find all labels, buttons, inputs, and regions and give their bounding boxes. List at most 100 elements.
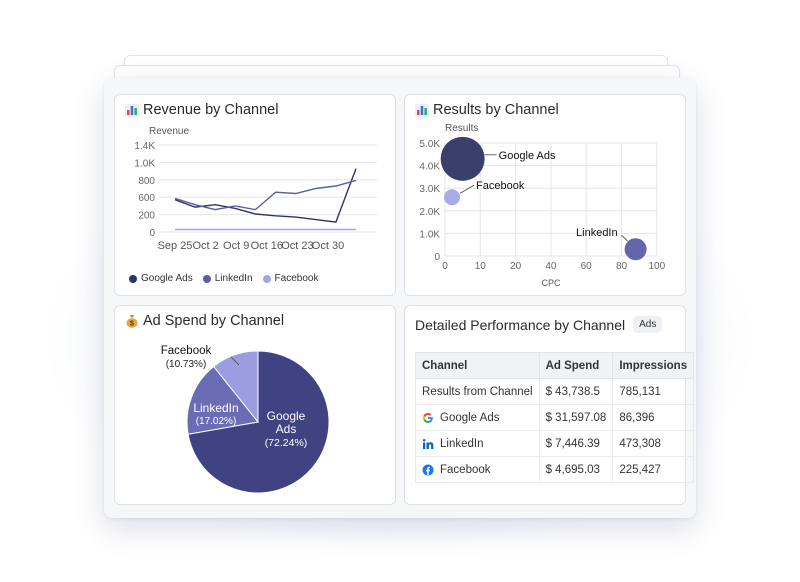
revenue-y-tick: 200 bbox=[138, 211, 155, 222]
revenue-legend: Google Ads LinkedIn Facebook bbox=[129, 273, 318, 284]
revenue-y-title: Revenue bbox=[149, 126, 189, 137]
dashboard-card: Revenue by Channel Revenue 1.4K 1.0K 800 600… bbox=[104, 78, 696, 518]
results-panel: Results by Channel Results 5.0K 4.0K 3.0K 2.… bbox=[404, 94, 686, 296]
results-y-tick: 4.0K bbox=[419, 162, 440, 173]
results-bubble-chart: Results 5.0K 4.0K 3.0K 2.0K 1.0K 00 10 20 40 60 80 1… bbox=[419, 123, 665, 288]
cell-channel-label: LinkedIn bbox=[440, 437, 484, 450]
revenue-series-google-ads bbox=[174, 168, 357, 223]
cell-ad-spend: $ 31,597.08 bbox=[538, 404, 614, 431]
revenue-x-tick: Sep 25 bbox=[158, 240, 193, 252]
results-y-tick: 0 bbox=[434, 252, 440, 263]
pie-pct-facebook: (10.73%) bbox=[166, 359, 207, 370]
bubble-google-ads bbox=[440, 136, 485, 181]
cell-channel: LinkedIn bbox=[415, 430, 540, 457]
legend-dot-facebook bbox=[262, 274, 271, 283]
legend-label-facebook: Facebook bbox=[274, 273, 319, 284]
results-x-tick: 40 bbox=[545, 261, 557, 272]
linkedin-icon bbox=[422, 438, 434, 449]
cell-impressions: 473,308 bbox=[612, 430, 695, 457]
legend-item-google-ads[interactable]: Google Ads bbox=[129, 273, 193, 284]
cell-ad-spend: $ 43,738.5 bbox=[538, 378, 614, 405]
results-x-tick: 60 bbox=[581, 261, 593, 272]
revenue-x-tick: Oct 2 bbox=[192, 240, 218, 252]
results-x-title: CPC bbox=[541, 278, 561, 288]
cell-channel: Google Ads bbox=[415, 404, 540, 431]
header-ad-spend[interactable]: Ad Spend bbox=[538, 352, 614, 379]
bubble-facebook bbox=[444, 189, 461, 206]
pie-pct-linkedin: (17.02%) bbox=[196, 416, 237, 427]
revenue-title-text: Revenue by Channel bbox=[143, 102, 279, 118]
revenue-x-tick: Oct 30 bbox=[312, 240, 344, 252]
results-x-tick: 80 bbox=[616, 261, 628, 272]
bubble-label: LinkedIn bbox=[576, 227, 618, 239]
revenue-y-tick: 1.0K bbox=[134, 158, 155, 169]
revenue-panel: Revenue by Channel Revenue 1.4K 1.0K 800 600… bbox=[114, 94, 396, 296]
bubble-label: Facebook bbox=[476, 180, 525, 192]
pie-slice-facebook bbox=[212, 350, 259, 424]
cell-ad-spend: $ 7,446.39 bbox=[538, 430, 614, 457]
legend-dot-google-ads bbox=[129, 274, 137, 283]
bubble-leader-line bbox=[459, 184, 475, 194]
revenue-x-tick: Oct 16 bbox=[251, 240, 283, 252]
ads-badge[interactable]: Ads bbox=[633, 316, 663, 333]
cell-impressions: 785,131 bbox=[612, 378, 695, 405]
results-x-tick: 20 bbox=[510, 261, 522, 272]
legend-label-google-ads: Google Ads bbox=[141, 273, 193, 284]
pie-leader-line bbox=[230, 356, 240, 366]
revenue-x-tick: Oct 23 bbox=[281, 240, 313, 252]
cell-channel: Results from Channel bbox=[415, 378, 540, 405]
results-x-tick: 0 bbox=[442, 261, 448, 272]
pie-label-linkedin: LinkedIn bbox=[193, 401, 238, 415]
table-header-row: Channel Ad Spend Impressions bbox=[415, 352, 695, 379]
revenue-y-tick: 1.4K bbox=[134, 141, 155, 152]
table-row[interactable]: Facebook $ 4,695.03 225,427 bbox=[415, 456, 695, 483]
cell-channel-label: Facebook bbox=[440, 463, 491, 476]
legend-dot-linkedin bbox=[202, 274, 211, 283]
results-x-tick: 10 bbox=[475, 261, 487, 272]
pie-label-google: Google bbox=[267, 409, 306, 423]
cell-ad-spend: $ 4,695.03 bbox=[538, 456, 614, 483]
header-channel[interactable]: Channel bbox=[415, 352, 540, 379]
cell-impressions: 225,427 bbox=[612, 456, 695, 483]
revenue-y-tick: 800 bbox=[138, 176, 155, 187]
performance-title-text: Detailed Performance by Channel bbox=[415, 316, 626, 333]
results-panel-title: Results by Channel bbox=[415, 102, 559, 118]
facebook-icon bbox=[422, 464, 434, 475]
revenue-y-tick: 0 bbox=[149, 228, 155, 239]
spend-panel-title: $ Ad Spend by Channel bbox=[125, 313, 284, 329]
table-row[interactable]: LinkedIn $ 7,446.39 473,308 bbox=[415, 430, 695, 457]
performance-panel: Detailed Performance by Channel Ads Chan… bbox=[404, 305, 695, 505]
revenue-y-tick: 600 bbox=[138, 193, 155, 204]
table-row[interactable]: Google Ads $ 31,597.08 86,396 bbox=[415, 404, 695, 431]
table-row[interactable]: Results from Channel $ 43,738.5 785,131 bbox=[415, 378, 695, 405]
performance-panel-title: Detailed Performance by Channel Ads bbox=[415, 316, 663, 333]
money-bag-icon: $ bbox=[126, 315, 138, 328]
header-impressions[interactable]: Impressions bbox=[612, 352, 695, 379]
revenue-series-linkedin bbox=[174, 179, 357, 211]
bubble-label: Google Ads bbox=[499, 150, 556, 162]
svg-text:$: $ bbox=[130, 321, 134, 328]
results-y-title: Results bbox=[445, 123, 478, 134]
bubble-leader-line bbox=[621, 234, 628, 242]
pie-label-facebook: Facebook bbox=[161, 345, 212, 357]
results-y-tick: 3.0K bbox=[419, 184, 440, 195]
cell-impressions: 86,396 bbox=[612, 404, 695, 431]
legend-item-linkedin[interactable]: LinkedIn bbox=[202, 273, 253, 284]
cell-channel: Facebook bbox=[415, 456, 540, 483]
pie-pct-google: (72.24%) bbox=[265, 437, 308, 449]
revenue-x-tick: Oct 9 bbox=[223, 240, 249, 252]
performance-table: Channel Ad Spend Impressions Results fro… bbox=[415, 352, 695, 483]
results-y-tick: 1.0K bbox=[419, 229, 440, 240]
bubble-linkedin bbox=[624, 238, 647, 261]
results-y-tick: 5.0K bbox=[419, 139, 440, 150]
results-x-tick: 100 bbox=[648, 261, 665, 272]
bar-chart-icon bbox=[415, 103, 429, 117]
results-title-text: Results by Channel bbox=[433, 102, 559, 118]
legend-label-linkedin: LinkedIn bbox=[214, 273, 253, 284]
legend-item-facebook[interactable]: Facebook bbox=[262, 273, 319, 284]
revenue-panel-title: Revenue by Channel bbox=[125, 102, 278, 118]
pie-label-google-2: Ads bbox=[276, 422, 297, 436]
spend-panel: $ Ad Spend by Channel Google Ads (72.24%) L… bbox=[114, 305, 396, 505]
